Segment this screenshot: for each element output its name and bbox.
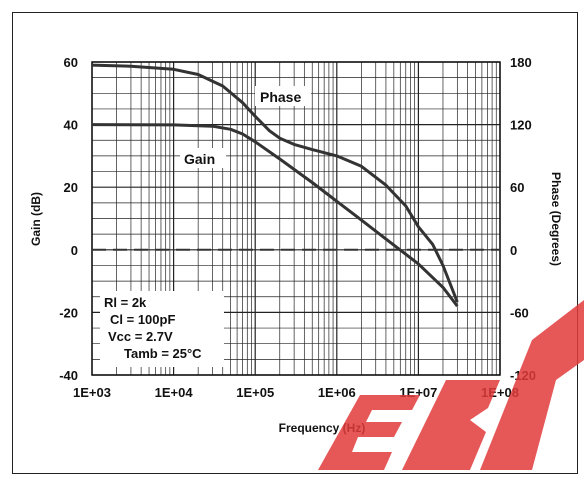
condition-line: Vcc = 2.7V — [108, 329, 173, 344]
x-tick-label: 1E+04 — [155, 385, 194, 400]
gain-label-box — [180, 148, 226, 168]
y2-tick-label: 0 — [510, 243, 517, 258]
y-tick-label: -20 — [59, 305, 78, 320]
plot-border — [91, 61, 501, 376]
series-line-gain — [91, 123, 459, 308]
series-line-phase — [91, 63, 459, 303]
y2-tick-label: 120 — [510, 118, 532, 133]
y-tick-label: -40 — [59, 368, 78, 383]
gain-curve-label: Gain — [184, 151, 215, 167]
watermark-letter-e — [318, 395, 420, 470]
y-tick-label: 0 — [71, 243, 78, 258]
y-tick-label: 40 — [64, 118, 78, 133]
y-tick-label: 60 — [64, 55, 78, 70]
y2-tick-label: 180 — [510, 55, 532, 70]
conditions-legend: Rl = 2k Cl = 100pF Vcc = 2.7V Tamb = 25°C — [104, 295, 202, 361]
condition-line: Tamb = 25°C — [124, 346, 202, 361]
condition-line: Rl = 2k — [104, 295, 147, 310]
x-tick-label: 1E+05 — [236, 385, 274, 400]
watermark-letter-p — [480, 300, 584, 470]
conditions-box — [100, 291, 224, 367]
y-axis-label: Gain (dB) — [29, 192, 43, 246]
phase-curve-label: Phase — [260, 89, 301, 105]
condition-line: Cl = 100pF — [110, 312, 175, 327]
y-tick-label: 20 — [64, 180, 78, 195]
x-tick-label: 1E+03 — [73, 385, 111, 400]
x-tick-label: 1E+06 — [318, 385, 356, 400]
y2-axis-label: Phase (Degrees) — [549, 172, 563, 266]
y2-tick-label: 60 — [510, 180, 524, 195]
curves — [91, 63, 500, 308]
phase-label-box — [255, 86, 311, 106]
watermark-letter-b — [402, 380, 500, 470]
y2-tick-label: -60 — [510, 305, 529, 320]
watermark-logo — [318, 300, 584, 470]
